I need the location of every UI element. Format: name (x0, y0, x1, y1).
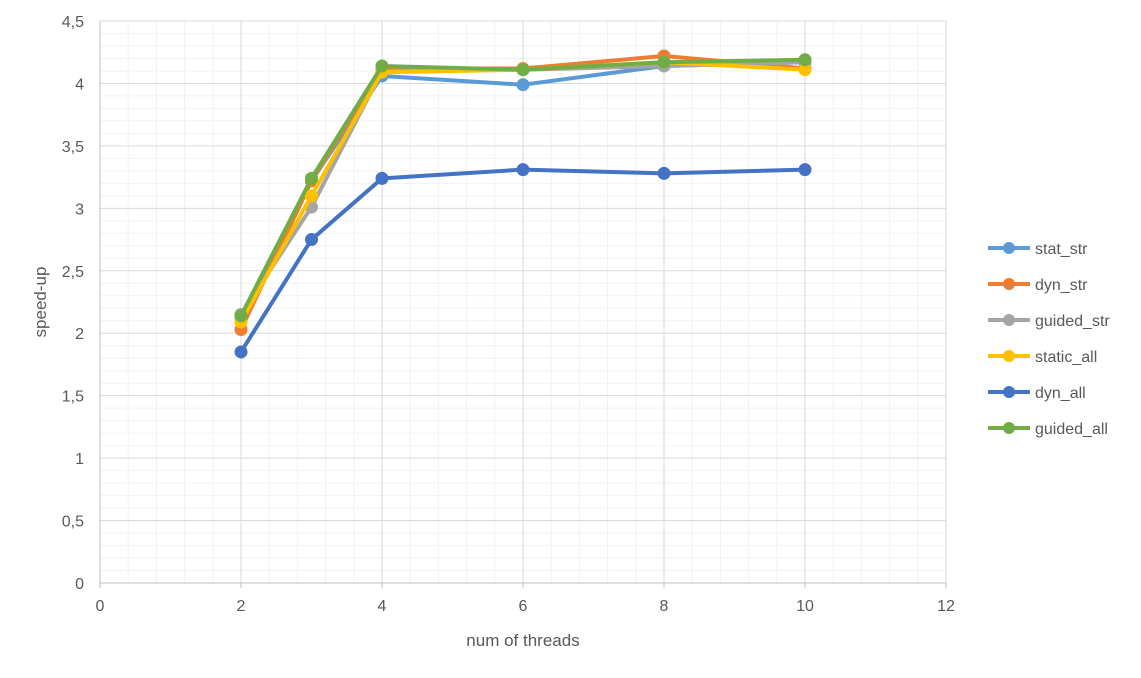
axes: 0 2 4 6 8 10 12 0 0,5 1 1,5 2 2,5 3 3,5 4 4,5 (62, 14, 955, 615)
y-tick-label: 3,5 (62, 139, 84, 156)
legend-item-dyn_all: dyn_all (988, 385, 1086, 402)
y-axis-title: speed-up (31, 267, 50, 338)
legend-marker-stat_str (1003, 242, 1015, 254)
legend-marker-guided_all (1003, 422, 1015, 434)
y-tick-label: 1,5 (62, 389, 84, 406)
y-tick-label: 3 (75, 201, 84, 218)
x-tick-label: 2 (237, 598, 246, 615)
legend-item-dyn_str: dyn_str (988, 277, 1088, 294)
legend-marker-dyn_str (1003, 278, 1015, 290)
x-tick-label: 10 (796, 598, 814, 615)
data-point-guided_all (375, 59, 389, 73)
gridlines (99, 20, 947, 584)
legend: stat_str dyn_str guided_str static_all dyn_a… (988, 241, 1110, 438)
legend-label-dyn_str: dyn_str (1035, 277, 1088, 294)
y-tick-label: 0,5 (62, 514, 84, 531)
x-tick-label: 0 (96, 598, 105, 615)
y-tick-label: 1 (75, 451, 84, 468)
x-tick-label: 4 (378, 598, 387, 615)
legend-marker-dyn_all (1003, 386, 1015, 398)
legend-label-stat_str: stat_str (1035, 241, 1088, 258)
series-dyn_all (234, 163, 812, 359)
series-guided_all (234, 53, 812, 323)
legend-label-dyn_all: dyn_all (1035, 385, 1086, 402)
data-point-guided_all (798, 53, 812, 67)
x-tick-label: 8 (660, 598, 669, 615)
data-point-dyn_all (516, 163, 530, 177)
legend-marker-guided_str (1003, 314, 1015, 326)
x-tick-label: 6 (519, 598, 528, 615)
series-layer (234, 49, 812, 359)
x-tick-label: 12 (937, 598, 955, 615)
series-line-guided_all (239, 57, 807, 318)
data-point-dyn_all (234, 345, 248, 359)
data-point-guided_all (305, 171, 318, 185)
y-tick-label: 2,5 (62, 264, 84, 281)
data-point-dyn_all (375, 171, 389, 185)
legend-item-guided_all: guided_all (988, 421, 1108, 438)
legend-label-static_all: static_all (1035, 349, 1097, 366)
data-point-guided_all (657, 55, 671, 69)
data-point-guided_all (234, 309, 248, 323)
legend-marker-static_all (1003, 350, 1015, 362)
data-point-static_all (305, 189, 318, 203)
legend-item-stat_str: stat_str (988, 241, 1088, 258)
x-axis-title: num of threads (466, 631, 579, 650)
legend-label-guided_str: guided_str (1035, 313, 1110, 330)
data-point-dyn_all (305, 233, 318, 247)
data-point-dyn_all (798, 163, 812, 177)
y-tick-label: 0 (75, 576, 84, 593)
y-tick-label: 4 (75, 76, 84, 93)
legend-item-static_all: static_all (988, 349, 1097, 366)
y-tick-label: 2 (75, 326, 84, 343)
legend-label-guided_all: guided_all (1035, 421, 1108, 438)
data-point-dyn_all (657, 166, 671, 180)
y-tick-label: 4,5 (62, 14, 84, 31)
legend-item-guided_str: guided_str (988, 313, 1110, 330)
series-line-dyn_all (239, 167, 807, 354)
data-point-stat_str (516, 78, 530, 92)
data-point-guided_all (516, 63, 530, 77)
